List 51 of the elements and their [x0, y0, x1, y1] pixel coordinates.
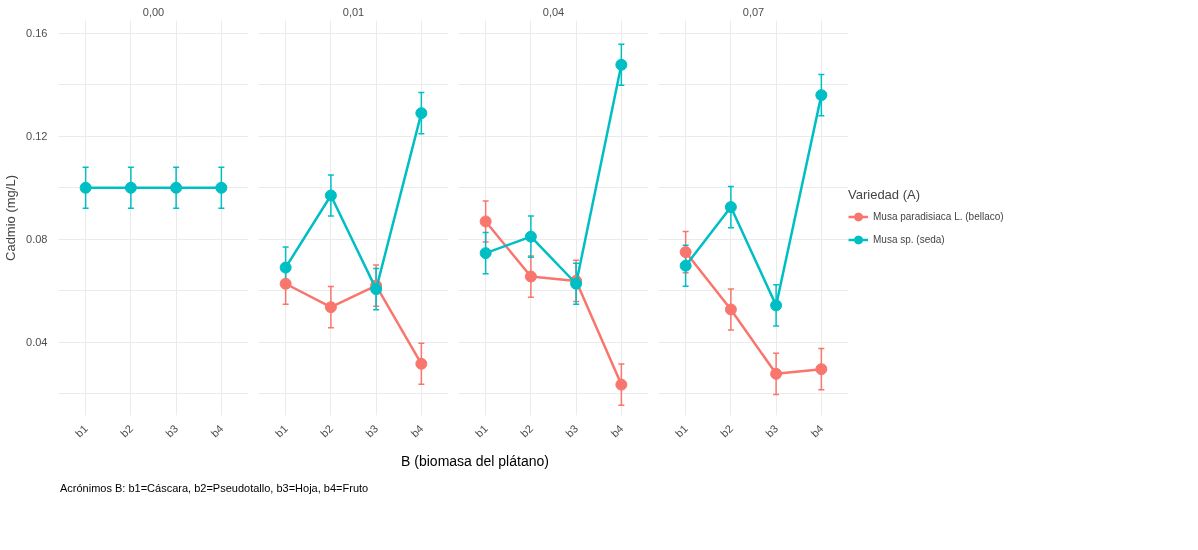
- x-tick-label: b1: [272, 422, 290, 440]
- x-tick-label: b3: [163, 422, 181, 440]
- point: [370, 283, 383, 296]
- point: [524, 270, 537, 283]
- point: [524, 230, 537, 243]
- point: [815, 363, 828, 376]
- x-tick-label: b2: [517, 422, 536, 440]
- x-tick-label: b1: [672, 422, 690, 440]
- x-tick-label: b2: [717, 422, 736, 440]
- x-tick-label: b2: [317, 422, 336, 440]
- y-tick-label: 0.12: [26, 130, 48, 143]
- x-tick-label: b4: [608, 422, 626, 440]
- text: Acrónimos B: b1=Cáscara, b2=Pseudotallo, b3=Hoja, b4=Fruto: [60, 481, 369, 496]
- point: [679, 246, 692, 259]
- point: [279, 261, 292, 274]
- point: [415, 107, 428, 120]
- chart-title: 0,04: [542, 5, 565, 18]
- point: [724, 201, 737, 214]
- x-tick-label: b3: [563, 422, 581, 440]
- x-tick-label: b2: [117, 422, 136, 440]
- point: [415, 357, 428, 370]
- x-tick-label: b4: [208, 422, 226, 440]
- point: [815, 89, 828, 102]
- point: [615, 58, 628, 71]
- legend-label: Musa paradisiaca L. (bellaco): [873, 210, 1004, 222]
- x-tick-label: b4: [408, 422, 426, 440]
- chart-title: 0,00: [142, 5, 165, 18]
- legend-label: Musa sp. (seda): [873, 233, 945, 245]
- point: [324, 301, 337, 314]
- point: [324, 189, 337, 202]
- y-axis-title: Cadmio (mg/L): [3, 175, 19, 261]
- point: [679, 259, 692, 272]
- chart-title: 0,01: [342, 5, 365, 18]
- point: [479, 215, 492, 228]
- point: [770, 299, 783, 312]
- x-tick-label: b1: [72, 422, 90, 440]
- point: [479, 247, 492, 260]
- point: [724, 303, 737, 316]
- x-tick-label: b3: [763, 422, 781, 440]
- point: [770, 367, 783, 380]
- x-tick-label: b1: [472, 422, 490, 440]
- chart-title: 0,07: [742, 5, 765, 18]
- point: [615, 378, 628, 391]
- x-axis-title: B (biomasa del plátano): [401, 452, 549, 471]
- y-tick-label: 0.16: [26, 27, 48, 40]
- x-tick-label: b3: [363, 422, 381, 440]
- x-tick-label: b4: [808, 422, 826, 440]
- y-tick-label: 0.08: [26, 233, 48, 246]
- y-tick-label: 0.04: [26, 336, 48, 349]
- legend-title: Variedad (A): [848, 186, 921, 201]
- point: [279, 277, 292, 290]
